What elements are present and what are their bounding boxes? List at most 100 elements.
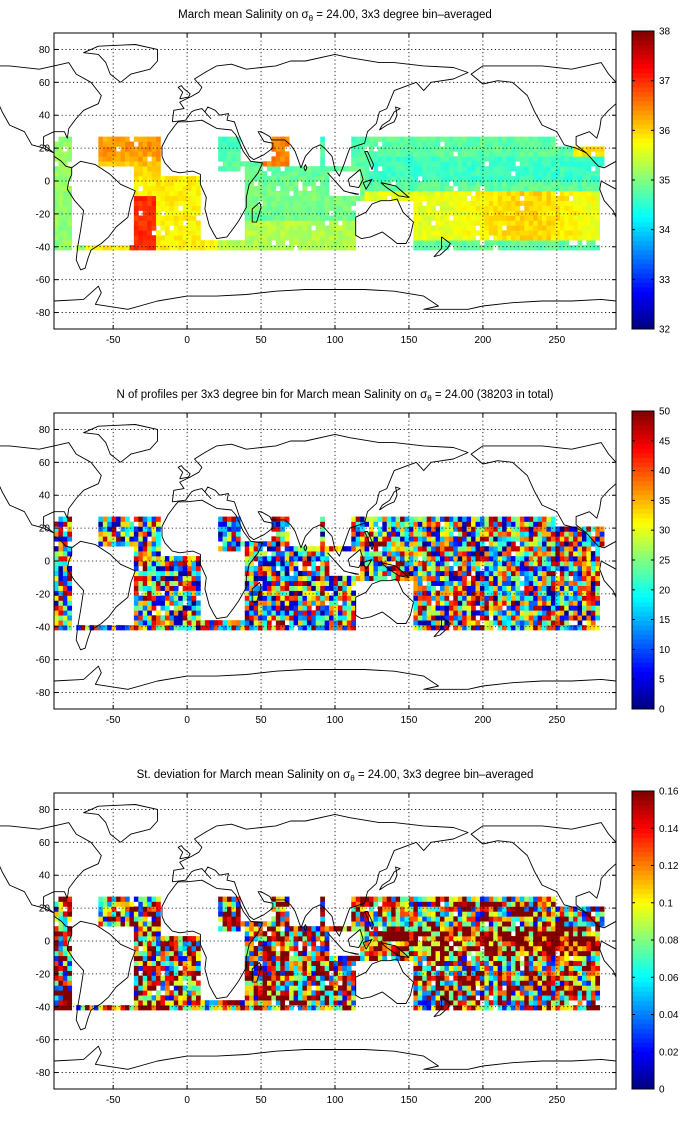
heatmap-cell xyxy=(444,565,450,572)
heatmap-cell xyxy=(555,565,561,572)
heatmap-cell xyxy=(107,521,112,527)
heatmap-cell xyxy=(466,541,472,547)
heatmap-cell xyxy=(262,181,268,187)
colorbar-segment xyxy=(632,485,654,491)
heatmap-cell xyxy=(506,185,512,192)
heatmap-cell xyxy=(417,215,423,221)
heatmap-cell xyxy=(369,181,374,187)
heatmap-cell xyxy=(324,575,330,582)
heatmap-cell xyxy=(577,146,583,152)
heatmap-cell xyxy=(275,901,281,907)
heatmap-cell xyxy=(311,625,317,631)
heatmap-cell xyxy=(160,605,166,611)
heatmap-cell xyxy=(218,916,223,922)
heatmap-cell xyxy=(479,595,485,601)
heatmap-cell xyxy=(537,240,543,246)
heatmap-cell xyxy=(417,570,423,577)
heatmap-cell xyxy=(488,181,494,187)
heatmap-cell xyxy=(173,225,179,231)
heatmap-cell xyxy=(133,225,139,231)
heatmap-cell xyxy=(533,580,538,586)
heatmap-cell xyxy=(240,625,246,631)
heatmap-cell xyxy=(298,570,303,577)
heatmap-cell xyxy=(54,570,59,577)
heatmap-cell xyxy=(58,615,64,621)
heatmap-cell xyxy=(142,141,148,147)
heatmap-cell xyxy=(369,521,374,527)
heatmap-cell xyxy=(266,176,272,182)
heatmap-cell xyxy=(497,151,503,157)
heatmap-cell xyxy=(457,210,463,216)
heatmap-cell xyxy=(271,590,277,596)
heatmap-cell xyxy=(453,551,459,557)
heatmap-cell xyxy=(231,625,237,631)
heatmap-cell xyxy=(431,151,436,157)
heatmap-cell xyxy=(440,230,445,236)
heatmap-cell xyxy=(417,230,423,236)
heatmap-cell xyxy=(577,570,583,577)
heatmap-cell xyxy=(510,146,516,152)
heatmap-cell xyxy=(191,570,197,577)
heatmap-cell xyxy=(542,220,547,226)
heatmap-cell xyxy=(408,541,414,547)
heatmap-cell xyxy=(173,245,179,251)
heatmap-cell xyxy=(515,235,521,241)
heatmap-cell xyxy=(369,176,374,182)
heatmap-cell xyxy=(231,1005,237,1011)
heatmap-cell xyxy=(151,166,157,172)
heatmap-cell xyxy=(475,620,481,626)
heatmap-cell xyxy=(559,146,565,152)
heatmap-cell xyxy=(324,610,330,616)
heatmap-cell xyxy=(533,625,538,631)
heatmap-cell xyxy=(475,141,481,147)
heatmap-cell xyxy=(506,565,512,572)
heatmap-cell xyxy=(218,911,223,917)
heatmap-cell xyxy=(231,141,237,147)
heatmap-cell xyxy=(244,960,250,966)
heatmap-cell xyxy=(275,605,281,611)
heatmap-cell xyxy=(577,580,583,586)
heatmap-cell xyxy=(222,516,228,522)
heatmap-cell xyxy=(151,561,157,567)
heatmap-cell xyxy=(54,941,59,947)
heatmap-cell xyxy=(475,166,481,172)
heatmap-cell xyxy=(550,215,556,221)
heatmap-cell xyxy=(533,171,538,177)
heatmap-cell xyxy=(187,1005,192,1011)
heatmap-cell xyxy=(67,565,73,572)
heatmap-cell xyxy=(471,220,476,226)
heatmap-cell xyxy=(542,190,547,197)
heatmap-cell xyxy=(54,245,59,251)
heatmap-cell xyxy=(311,220,317,226)
heatmap-cell xyxy=(289,960,294,966)
heatmap-cell xyxy=(475,570,481,577)
heatmap-cell xyxy=(156,955,161,962)
heatmap-cell xyxy=(164,941,170,947)
heatmap-cell xyxy=(471,516,476,522)
heatmap-cell xyxy=(320,151,325,157)
heatmap-cell xyxy=(466,561,472,567)
heatmap-cell xyxy=(466,565,472,572)
chart-title: St. deviation for March mean Salinity on… xyxy=(137,769,534,783)
heatmap-cell xyxy=(187,580,192,586)
heatmap-cell xyxy=(453,200,459,206)
heatmap-cell xyxy=(555,161,561,167)
heatmap-cell xyxy=(298,615,303,621)
heatmap-cell xyxy=(444,605,450,611)
heatmap-cell xyxy=(67,575,73,582)
heatmap-cell xyxy=(506,610,512,616)
heatmap-cell xyxy=(151,595,157,601)
heatmap-cell xyxy=(542,161,547,167)
heatmap-cell xyxy=(542,245,547,251)
heatmap-cell xyxy=(395,541,401,547)
heatmap-cell xyxy=(187,561,192,567)
heatmap-cell xyxy=(311,195,317,202)
heatmap-cell xyxy=(62,1000,68,1006)
heatmap-cell xyxy=(120,526,126,532)
heatmap-cell xyxy=(275,205,281,211)
heatmap-cell xyxy=(320,620,325,626)
heatmap-cell xyxy=(244,220,250,226)
heatmap-cell xyxy=(147,176,152,182)
heatmap-cell xyxy=(231,906,237,912)
